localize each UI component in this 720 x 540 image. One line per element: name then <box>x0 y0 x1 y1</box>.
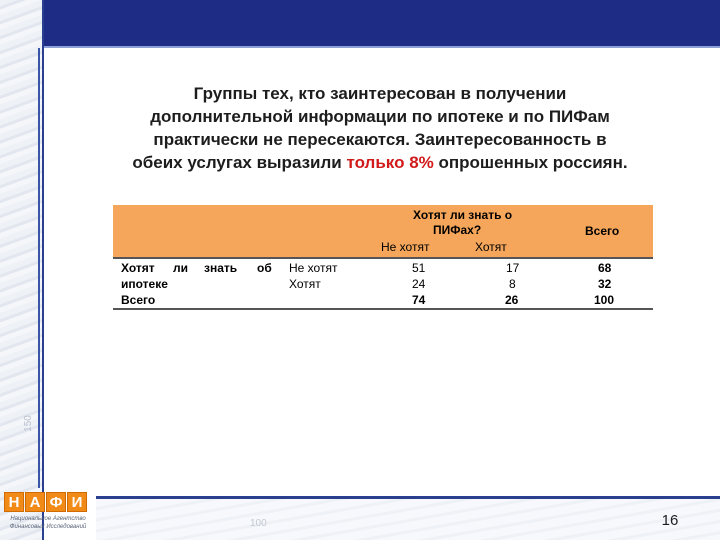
logo-caption: Национальное Агентство Финансовых Исслед… <box>4 515 92 531</box>
row-group-label-word: ипотеке <box>121 277 168 291</box>
row-group-label-word: Хотят <box>121 261 155 275</box>
cell-total-yes: 26 <box>505 293 519 307</box>
left-strip-line <box>38 48 40 488</box>
cell-no-no: 51 <box>412 261 426 275</box>
heading-line-1: Группы тех, кто заинтересован в получени… <box>193 84 567 103</box>
logo-tile: А <box>25 492 45 512</box>
column-header-no: Не хотят <box>381 240 430 254</box>
nafi-logo: Н А Ф И Национальное Агентство Финансовы… <box>4 492 92 538</box>
logo-tile: И <box>67 492 87 512</box>
top-banner <box>0 0 720 48</box>
cell-no-yes: 17 <box>506 261 520 275</box>
heading-line-4-end: опрошенных россиян. <box>433 153 628 172</box>
heading-highlight: только 8% <box>346 153 434 172</box>
cell-total-no: 74 <box>412 293 426 307</box>
cell-yes-no: 24 <box>412 277 426 291</box>
left-decorative-strip <box>0 0 44 540</box>
slide-heading: Группы тех, кто заинтересован в получени… <box>70 82 690 174</box>
logo-caption-line2: Финансовых Исследований <box>9 524 87 530</box>
logo-tiles: Н А Ф И <box>4 492 92 512</box>
logo-tile: Н <box>4 492 24 512</box>
page-number: 16 <box>661 512 679 529</box>
heading-line-4: обеих услугах выразили только 8% опрошен… <box>70 151 690 174</box>
cell-yes-total: 32 <box>598 277 612 291</box>
cell-total-total: 100 <box>594 293 615 307</box>
row-label-yes: Хотят <box>289 277 321 291</box>
heading-line-3: практически не пересекаются. Заинтересов… <box>153 130 607 149</box>
total-row-label: Всего <box>121 293 156 307</box>
row-group-label-word: ли <box>173 261 188 275</box>
column-header-total: Всего <box>585 224 620 238</box>
column-header-yes: Хотят <box>475 240 507 254</box>
column-group-header-line2: ПИФах? <box>433 223 482 237</box>
bottom-decorative-band <box>96 499 720 540</box>
heading-line-4-start: обеих услугах выразили <box>132 153 347 172</box>
heading-line-2: дополнительной информации по ипотеке и п… <box>150 107 610 126</box>
crosstab-table: Хотят ли знать о ПИФах? Всего Не хотят Х… <box>113 205 653 310</box>
cell-no-total: 68 <box>598 261 612 275</box>
table-bottom-rule <box>113 308 653 310</box>
strip-number: 150 <box>22 415 34 432</box>
logo-caption-line1: Национальное Агентство <box>10 516 86 522</box>
column-group-header-line1: Хотят ли знать о <box>413 208 513 222</box>
row-group-label-word: об <box>257 261 272 275</box>
logo-tile: Ф <box>46 492 66 512</box>
row-label-no: Не хотят <box>289 261 338 275</box>
bottom-divider <box>96 496 720 499</box>
cell-yes-yes: 8 <box>509 277 516 291</box>
table-header-band <box>113 205 653 257</box>
table-header-rule <box>113 257 653 259</box>
row-group-label-word: знать <box>204 261 238 275</box>
bottom-decor-number: 100 <box>250 518 267 529</box>
